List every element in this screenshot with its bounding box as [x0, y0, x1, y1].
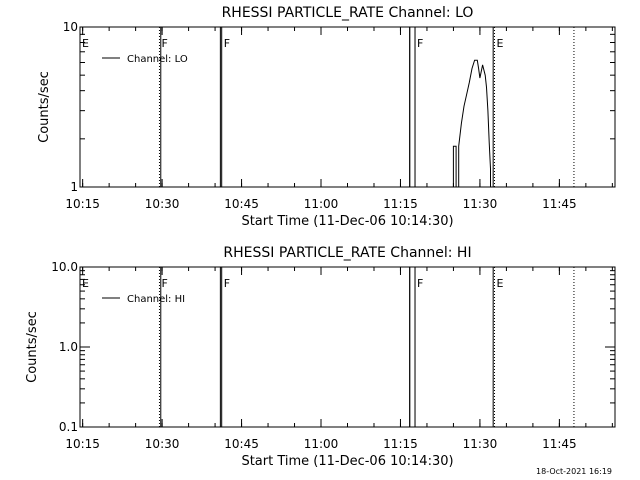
chart-2-x-tick-label: 10:30 — [145, 437, 180, 451]
chart-1-title: RHESSI PARTICLE_RATE Channel: LO — [222, 5, 474, 21]
chart-1-x-tick-label: 11:00 — [304, 197, 339, 211]
chart-1-y-tick-label: 10 — [63, 20, 78, 34]
chart-2-flag-marker-label: E — [496, 277, 503, 290]
chart-1-flag-marker-label: E — [82, 37, 89, 50]
chart-2-x-tick-label: 11:00 — [304, 437, 339, 451]
footer-timestamp: 18-Oct-2021 16:19 — [536, 467, 612, 476]
chart-1-flag-marker-label: F — [417, 37, 423, 50]
chart-1-flag-marker-label: F — [224, 37, 230, 50]
chart-1-x-tick-label: 11:30 — [463, 197, 498, 211]
chart-2-x-tick-label: 10:15 — [65, 437, 100, 451]
chart-2-flag-marker-label: F — [161, 277, 167, 290]
chart-2-title: RHESSI PARTICLE_RATE Channel: HI — [223, 245, 471, 261]
chart-1-x-tick-label: 10:45 — [224, 197, 259, 211]
chart-2-x-tick-label: 11:30 — [463, 437, 498, 451]
chart-2-x-tick-label: 11:45 — [542, 437, 577, 451]
chart-2-x-tick-label: 11:15 — [383, 437, 418, 451]
chart-2-flag-marker-label: F — [224, 277, 230, 290]
chart-1-legend-label: Channel: LO — [127, 54, 188, 65]
chart-2-y-tick-label: 0.1 — [59, 420, 78, 434]
chart-1-flag-marker-label: E — [496, 37, 503, 50]
chart-1-x-axis-label: Start Time (11-Dec-06 10:14:30) — [241, 214, 453, 229]
chart-1-y-tick-label: 1 — [70, 180, 78, 194]
chart-2-flag-marker-label: F — [417, 277, 423, 290]
chart-1-y-axis-label: Counts/sec — [37, 71, 52, 143]
chart-1-x-tick-label: 10:30 — [145, 197, 180, 211]
chart-1-series-line — [409, 26, 491, 188]
chart-2-y-tick-label: 1.0 — [59, 340, 78, 354]
chart-1-x-tick-label: 11:45 — [542, 197, 577, 211]
chart-2-legend-label: Channel: HI — [127, 294, 185, 305]
chart-panel-1: RHESSI PARTICLE_RATE Channel: LO 10:15 10:… — [37, 5, 616, 229]
chart-2-x-tick-label: 10:45 — [224, 437, 259, 451]
chart-2-series-line — [409, 266, 416, 427]
chart-panel-2: RHESSI PARTICLE_RATE Channel: HI 10:15 10:… — [25, 245, 616, 469]
chart-2-y-tick-label: 10.0 — [51, 260, 78, 274]
chart-2-flag-marker-label: E — [82, 277, 89, 290]
chart-2-x-axis-label: Start Time (11-Dec-06 10:14:30) — [241, 454, 453, 469]
chart-1-x-tick-label: 10:15 — [65, 197, 100, 211]
chart-1-flag-marker-label: F — [161, 37, 167, 50]
chart-1-x-tick-label: 11:15 — [383, 197, 418, 211]
chart-2-y-axis-label: Counts/sec — [25, 311, 40, 383]
